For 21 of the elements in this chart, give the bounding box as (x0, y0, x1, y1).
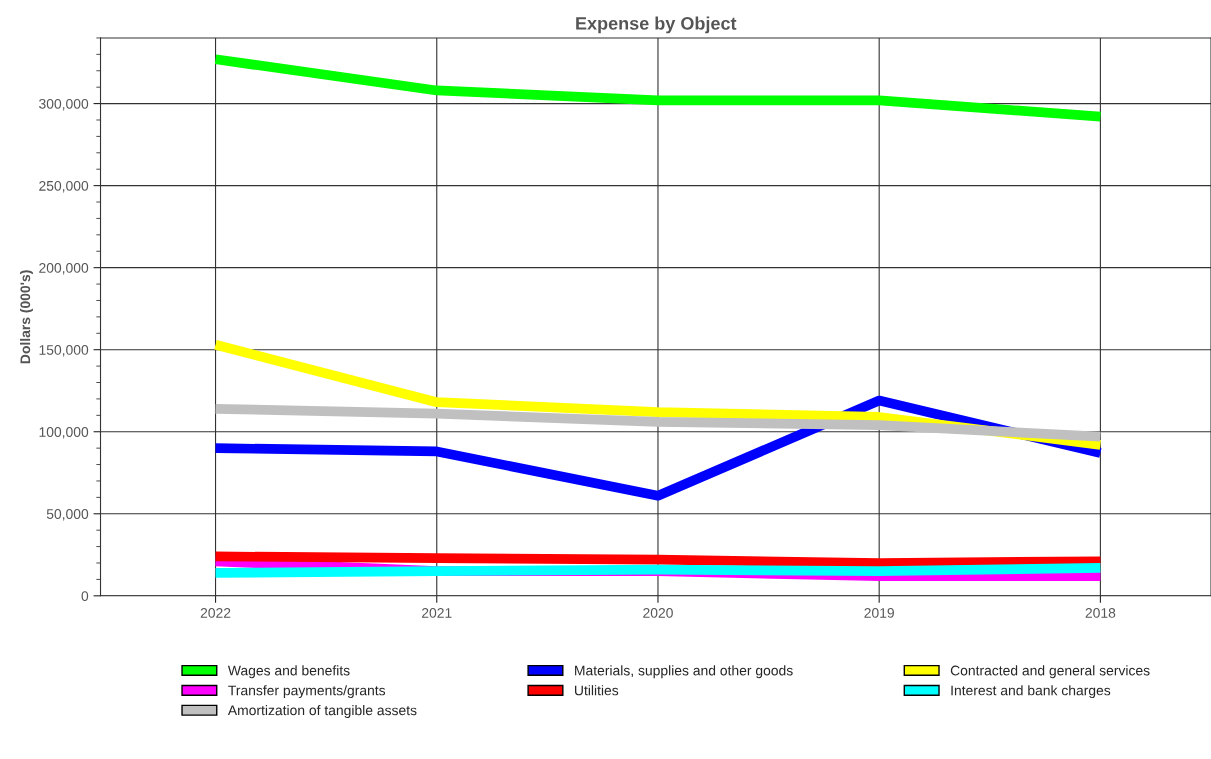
y-tick-label: 200,000 (39, 262, 89, 275)
y-axis-title: Dollars (000's) (20, 270, 33, 364)
legend-label: Wages and benefits (227, 665, 350, 679)
y-tick-label: 150,000 (39, 345, 89, 357)
x-tick-label: 2021 (422, 607, 452, 618)
x-tick-label: 2022 (200, 607, 231, 618)
y-tick-label: 300,000 (39, 98, 89, 111)
legend-label: Materials, supplies and other goods (575, 665, 793, 679)
legend-label: Amortization of tangible assets (227, 705, 417, 718)
y-tick-label: 0 (81, 591, 89, 601)
x-tick-label: 2018 (1085, 607, 1116, 618)
x-tick-label: 2020 (643, 607, 673, 618)
chart-title: Expense by Object (576, 16, 737, 34)
y-tick-label: 250,000 (39, 180, 89, 193)
y-tick-label: 100,000 (39, 427, 89, 439)
legend-label: Transfer payments/grants (228, 685, 386, 699)
y-tick-label: 50,000 (46, 509, 89, 521)
x-tick-label: 2019 (864, 607, 894, 618)
legend-label: Interest and bank charges (951, 685, 1111, 699)
legend-label: Contracted and general services (950, 665, 1150, 679)
legend-label: Utilities (575, 685, 619, 696)
